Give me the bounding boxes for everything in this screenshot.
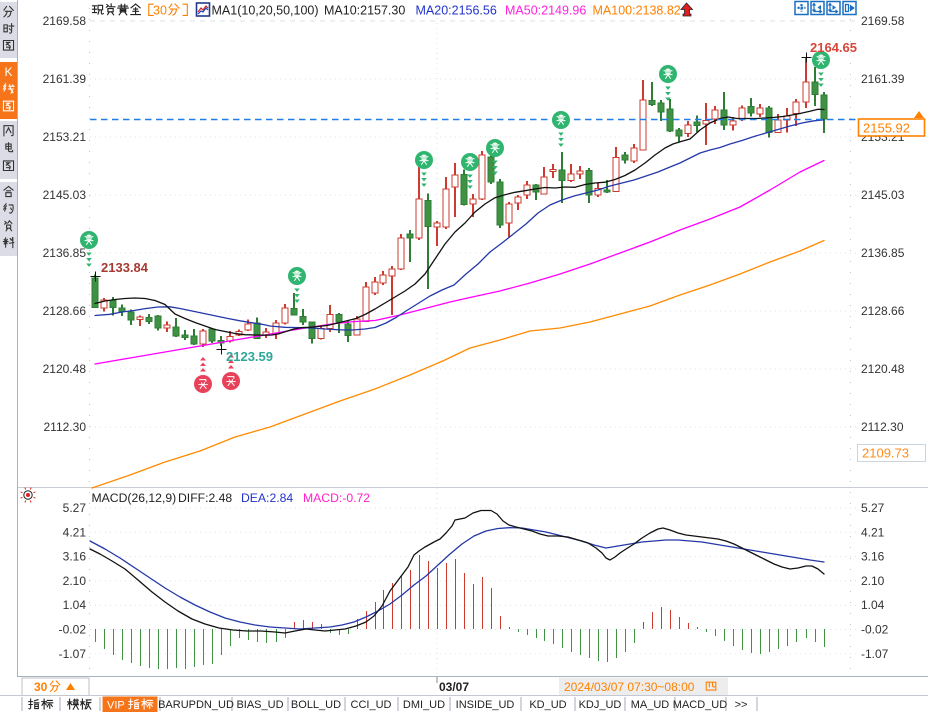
svg-text:MA20:2156.56: MA20:2156.56 bbox=[416, 4, 497, 18]
svg-text:DEA:2.84: DEA:2.84 bbox=[241, 491, 293, 505]
svg-text:2128.66: 2128.66 bbox=[43, 304, 87, 318]
svg-text:2112.30: 2112.30 bbox=[861, 420, 904, 434]
svg-text:CCI_UD: CCI_UD bbox=[351, 699, 392, 711]
svg-text:BIAS_UD: BIAS_UD bbox=[236, 699, 283, 711]
svg-text:2112.30: 2112.30 bbox=[44, 420, 87, 434]
svg-text:2120.48: 2120.48 bbox=[861, 362, 905, 376]
svg-text:5.27: 5.27 bbox=[63, 501, 87, 515]
svg-text:MA1(10,20,50,100): MA1(10,20,50,100) bbox=[212, 4, 319, 18]
svg-text:MA10:2157.30: MA10:2157.30 bbox=[324, 4, 405, 18]
svg-text:4.21: 4.21 bbox=[861, 525, 885, 539]
svg-text:3.16: 3.16 bbox=[63, 550, 87, 564]
svg-text:VIP: VIP bbox=[107, 700, 125, 712]
svg-text:DIFF:2.48: DIFF:2.48 bbox=[178, 491, 232, 505]
svg-text:-1.07: -1.07 bbox=[59, 647, 87, 661]
svg-text:-0.02: -0.02 bbox=[861, 623, 889, 637]
svg-text:2136.85: 2136.85 bbox=[861, 246, 905, 260]
svg-text:30: 30 bbox=[153, 4, 167, 18]
svg-text:30: 30 bbox=[34, 680, 48, 694]
svg-text:5.27: 5.27 bbox=[861, 501, 885, 515]
svg-text:MA100:2138.82: MA100:2138.82 bbox=[593, 4, 681, 18]
svg-text:2164.65: 2164.65 bbox=[810, 40, 857, 55]
svg-text:1.04: 1.04 bbox=[63, 598, 87, 612]
svg-text:2024/03/07 07:30~08:00: 2024/03/07 07:30~08:00 bbox=[564, 680, 695, 694]
svg-text:K: K bbox=[4, 65, 12, 79]
svg-text:MA50:2149.96: MA50:2149.96 bbox=[505, 4, 586, 18]
svg-text:2123.59: 2123.59 bbox=[226, 349, 273, 364]
svg-text:2161.39: 2161.39 bbox=[861, 72, 905, 86]
svg-text:3.16: 3.16 bbox=[861, 550, 885, 564]
svg-text:2169.58: 2169.58 bbox=[861, 14, 905, 28]
svg-text:2.10: 2.10 bbox=[861, 574, 885, 588]
svg-text:2169.58: 2169.58 bbox=[43, 14, 87, 28]
svg-text:KDJ_UD: KDJ_UD bbox=[579, 699, 622, 711]
svg-text:-1.07: -1.07 bbox=[861, 647, 889, 661]
svg-text:MACD:-0.72: MACD:-0.72 bbox=[303, 491, 370, 505]
svg-text:MACD_UD: MACD_UD bbox=[673, 699, 727, 711]
svg-text:2109.73: 2109.73 bbox=[862, 446, 909, 461]
svg-text:2133.84: 2133.84 bbox=[101, 260, 149, 275]
svg-text:>>: >> bbox=[735, 699, 748, 711]
svg-text:BOLL_UD: BOLL_UD bbox=[291, 699, 341, 711]
svg-text:INSIDE_UD: INSIDE_UD bbox=[456, 699, 515, 711]
svg-text:2136.85: 2136.85 bbox=[43, 246, 87, 260]
svg-text:4.21: 4.21 bbox=[63, 525, 87, 539]
svg-text:MA_UD: MA_UD bbox=[631, 699, 670, 711]
svg-text:MACD(26,12,9): MACD(26,12,9) bbox=[92, 491, 177, 505]
svg-text:1.04: 1.04 bbox=[861, 598, 885, 612]
svg-text:2155.92: 2155.92 bbox=[863, 121, 910, 136]
svg-text:2153.21: 2153.21 bbox=[43, 130, 87, 144]
svg-text:2145.03: 2145.03 bbox=[43, 188, 87, 202]
svg-text:2.10: 2.10 bbox=[63, 574, 87, 588]
svg-text:2120.48: 2120.48 bbox=[43, 362, 87, 376]
svg-text:2145.03: 2145.03 bbox=[861, 188, 905, 202]
svg-text:2128.66: 2128.66 bbox=[861, 304, 905, 318]
svg-text:KD_UD: KD_UD bbox=[529, 699, 566, 711]
svg-text:-0.02: -0.02 bbox=[59, 623, 87, 637]
svg-text:2161.39: 2161.39 bbox=[43, 72, 87, 86]
svg-text:03/07: 03/07 bbox=[439, 680, 469, 694]
svg-text:BARUPDN_UD: BARUPDN_UD bbox=[158, 699, 234, 711]
svg-text:DMI_UD: DMI_UD bbox=[403, 699, 445, 711]
